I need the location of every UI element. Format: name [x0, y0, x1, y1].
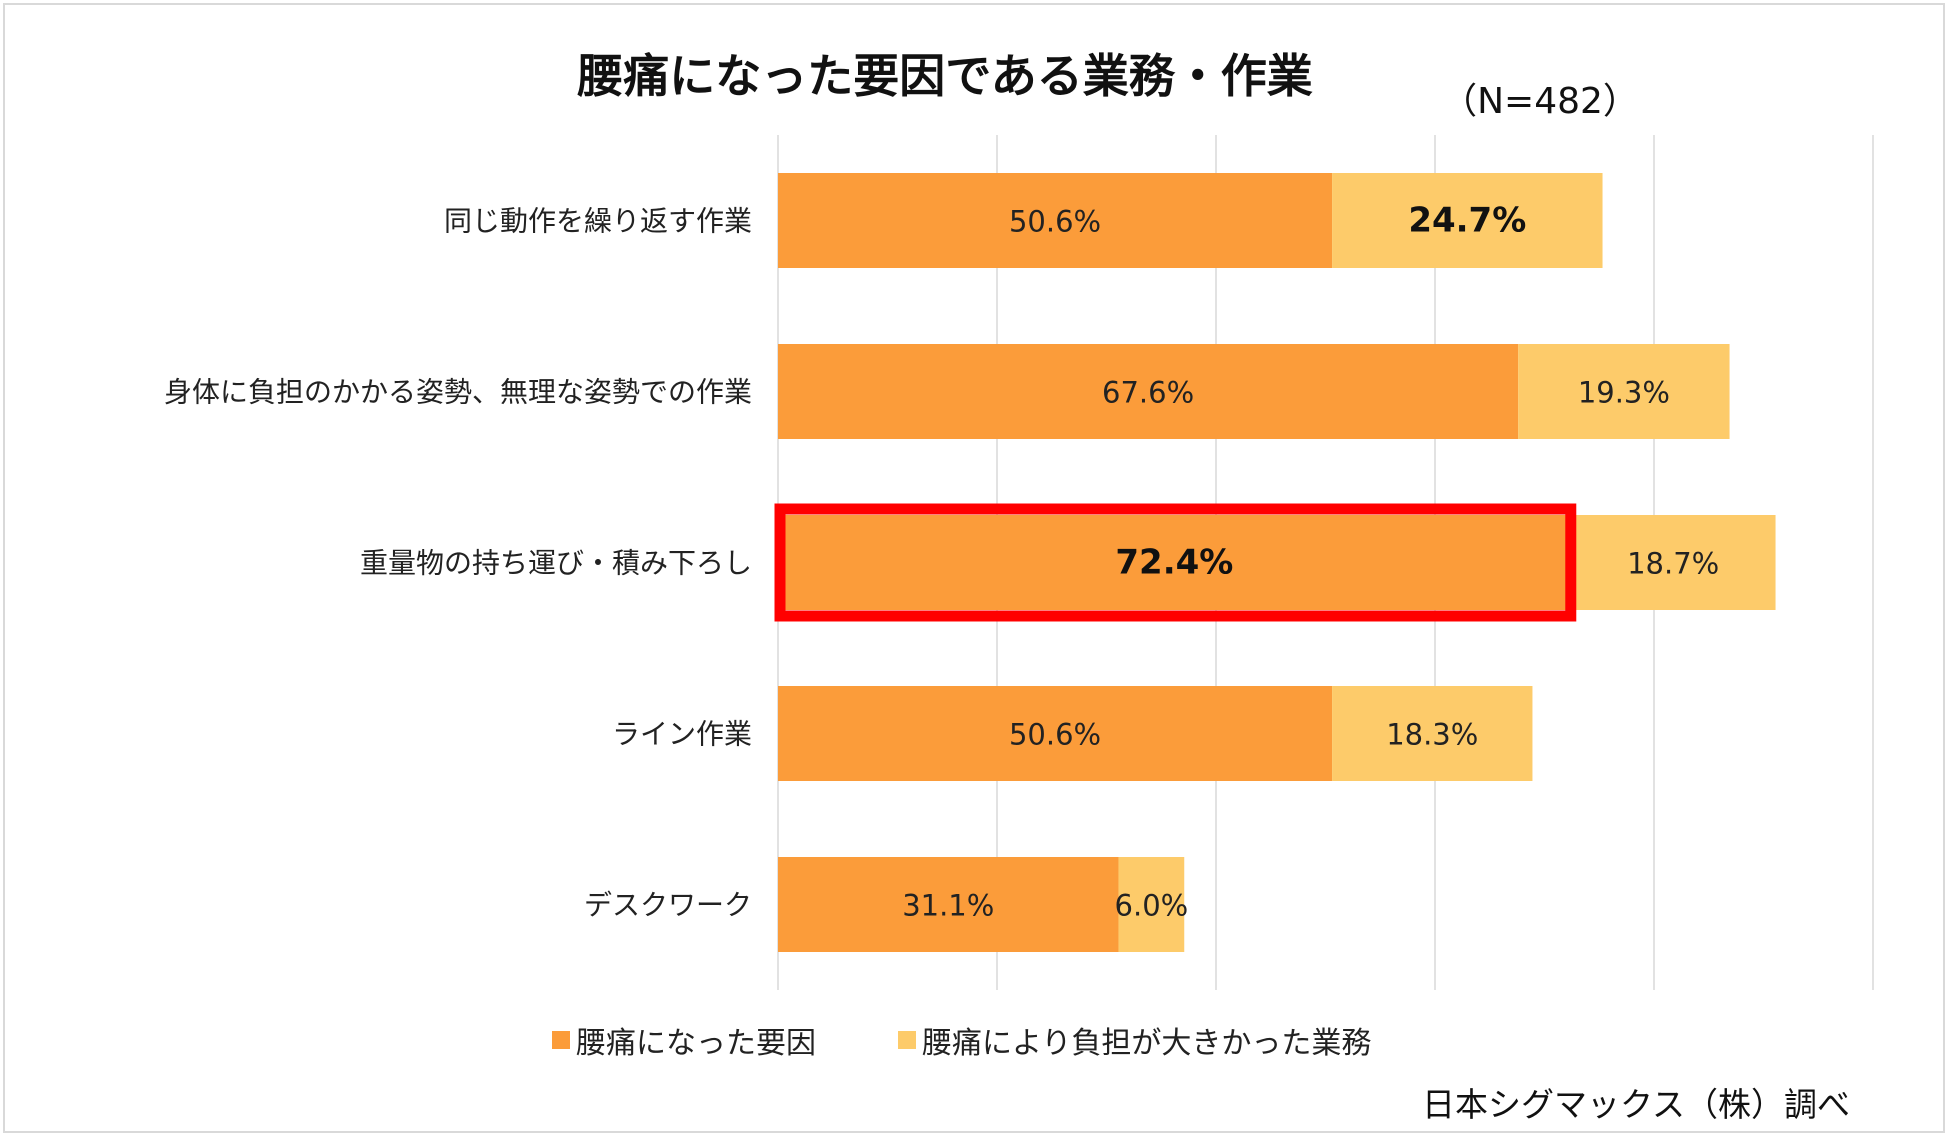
- highlight-box: [774, 503, 1577, 622]
- category-label: 同じ動作を繰り返す作業: [444, 205, 752, 238]
- data-label: 18.7%: [1627, 547, 1719, 581]
- bar-segment: [778, 515, 1571, 610]
- bar-segment: [1118, 857, 1185, 952]
- category-label: デスクワーク: [584, 889, 752, 922]
- legend-label-series-2: 腰痛により負担が大きかった業務: [922, 1026, 1371, 1061]
- legend: 腰痛になった要因 腰痛により負担が大きかった業務: [552, 1026, 1371, 1061]
- legend-label-series-1: 腰痛になった要因: [576, 1026, 816, 1061]
- chart-subtitle: （N=482）: [1441, 81, 1639, 122]
- bar-segment: [1570, 515, 1776, 610]
- value-labels: 50.6% 24.7% 67.6% 19.3% 72.4% 18.7% 50.6% 18.3%…: [902, 201, 1719, 923]
- data-label: 19.3%: [1578, 376, 1670, 410]
- bar-segment: [778, 344, 1519, 439]
- data-label: 50.6%: [1009, 718, 1101, 752]
- data-label: 72.4%: [1115, 543, 1233, 583]
- category-labels: 同じ動作を繰り返す作業身体に負担のかかる姿勢、無理な姿勢での作業重量物の持ち運び…: [164, 205, 752, 922]
- bar-segment: [1332, 173, 1603, 268]
- data-label: 18.3%: [1386, 718, 1478, 752]
- data-label: 24.7%: [1408, 201, 1526, 241]
- source-credit: 日本シグマックス（株）調べ: [1422, 1085, 1850, 1124]
- bar-segment: [778, 173, 1333, 268]
- bar-segment: [778, 857, 1119, 952]
- category-label: ライン作業: [612, 718, 752, 751]
- category-label: 重量物の持ち運び・積み下ろし: [360, 547, 752, 580]
- legend-swatch-series-1: [552, 1031, 570, 1049]
- bar-segment: [1332, 686, 1533, 781]
- bar-segment: [778, 686, 1333, 781]
- data-label: 6.0%: [1115, 889, 1189, 923]
- data-label: 31.1%: [902, 889, 994, 923]
- category-label: 身体に負担のかかる姿勢、無理な姿勢での作業: [164, 376, 752, 409]
- data-label: 50.6%: [1009, 205, 1101, 239]
- data-label: 67.6%: [1102, 376, 1194, 410]
- chart-title: 腰痛になった要因である業務・作業: [577, 49, 1313, 103]
- bars-group: [774, 173, 1776, 952]
- bar-segment: [1518, 344, 1730, 439]
- legend-swatch-series-2: [898, 1031, 916, 1049]
